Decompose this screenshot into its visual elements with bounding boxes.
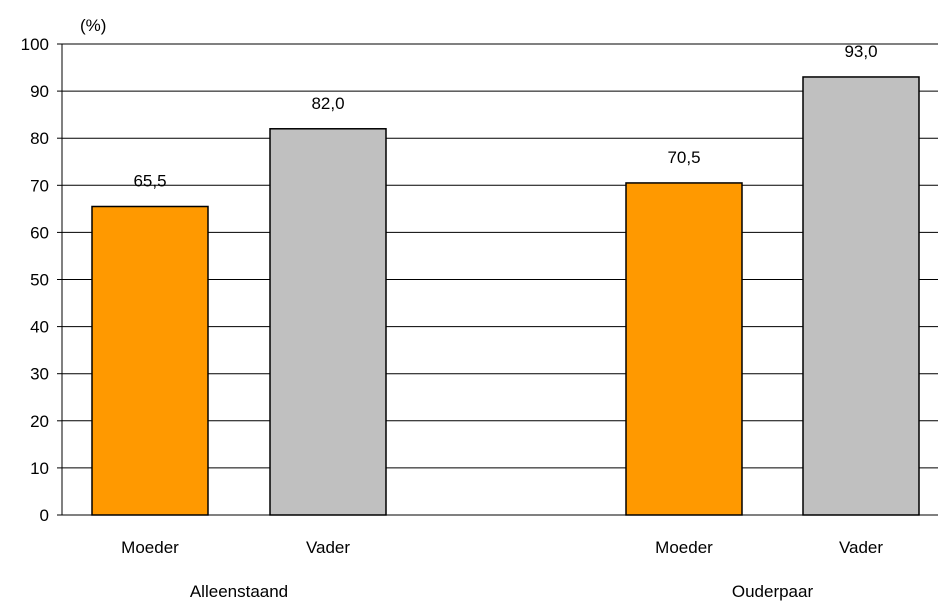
category-label: Vader: [839, 538, 883, 557]
y-tick-label: 70: [30, 176, 49, 195]
y-tick-label: 90: [30, 82, 49, 101]
y-tick-label: 50: [30, 271, 49, 290]
group-label: Ouderpaar: [732, 582, 814, 601]
labels: 65,5 Moeder 82,0 Vader Alleenstaand 70,5 Moede…: [121, 42, 883, 601]
bar: [802, 76, 920, 516]
y-axis-ticks: 0 10 20 30 40 50 60 70 80 90 100: [21, 35, 62, 525]
data-label: 82,0: [311, 94, 344, 113]
data-label: 65,5: [133, 171, 166, 190]
y-tick-label: 100: [21, 35, 49, 54]
group-label: Alleenstaand: [190, 582, 288, 601]
y-axis-unit-label: (%): [80, 16, 106, 35]
y-tick-label: 40: [30, 318, 49, 337]
y-tick-label: 20: [30, 412, 49, 431]
y-tick-label: 60: [30, 223, 49, 242]
category-label: Moeder: [121, 538, 179, 557]
data-label: 70,5: [667, 148, 700, 167]
bars: [91, 76, 920, 516]
bar: [625, 182, 743, 516]
axes: [61, 44, 938, 516]
data-label: 93,0: [844, 42, 877, 61]
bar: [91, 205, 209, 516]
category-label: Moeder: [655, 538, 713, 557]
bar: [269, 128, 387, 516]
category-label: Vader: [306, 538, 350, 557]
y-tick-label: 10: [30, 459, 49, 478]
y-tick-label: 30: [30, 365, 49, 384]
y-tick-label: 80: [30, 129, 49, 148]
y-tick-label: 0: [40, 506, 49, 525]
